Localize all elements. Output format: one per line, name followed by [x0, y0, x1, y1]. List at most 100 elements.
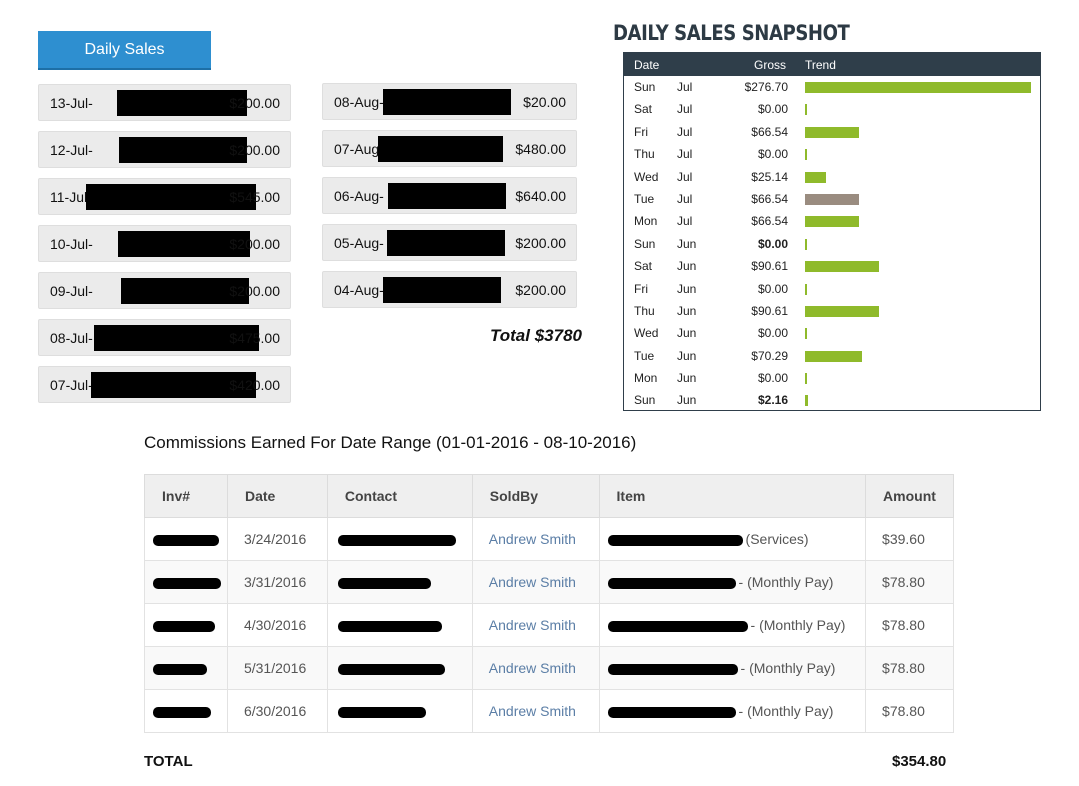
snapshot-day: Mon: [634, 214, 658, 229]
snapshot-day: Thu: [634, 147, 655, 162]
sale-amount: $200.00: [229, 95, 280, 111]
redaction-box: [337, 706, 426, 718]
cell-inv[interactable]: [144, 646, 228, 690]
cell-soldby[interactable]: Andrew Smith: [471, 603, 600, 647]
col-date[interactable]: Date: [226, 474, 328, 518]
trend-bar: [805, 171, 826, 183]
snapshot-month: Jun: [677, 393, 697, 408]
snapshot-month: Jun: [677, 259, 697, 274]
sale-row: 09-Jul- $200.00: [38, 272, 291, 309]
table-row: 3/31/2016 Andrew Smith - (Monthly Pay) $78.…: [144, 560, 954, 604]
soldby-link[interactable]: Andrew Smith: [488, 660, 576, 676]
sale-amount: $200.00: [515, 282, 566, 298]
redaction-box: [337, 534, 456, 546]
snapshot-gross: $0.00: [757, 102, 788, 117]
cell-inv[interactable]: [144, 517, 228, 561]
cell-inv[interactable]: [144, 603, 228, 647]
redaction-box: [387, 230, 505, 256]
col-item[interactable]: Item: [598, 474, 867, 518]
sale-date: 06-Aug-: [334, 188, 384, 204]
cell-amount: $78.80: [865, 646, 954, 690]
cell-inv[interactable]: [144, 560, 228, 604]
redaction-box: [607, 534, 743, 546]
item-text: - (Monthly Pay): [740, 660, 836, 676]
snapshot-header-gross: Gross: [754, 58, 787, 72]
cell-soldby[interactable]: Andrew Smith: [471, 560, 600, 604]
daily-sales-tab[interactable]: Daily Sales: [38, 31, 211, 70]
cell-contact[interactable]: [326, 603, 473, 647]
col-amount[interactable]: Amount: [865, 474, 954, 518]
snapshot-day: Sun: [634, 80, 656, 94]
cell-date: 3/24/2016: [226, 517, 328, 561]
redaction-box: [607, 663, 738, 675]
soldby-link[interactable]: Andrew Smith: [488, 531, 576, 547]
sale-row: 08-Aug- $20.00: [322, 83, 577, 120]
cell-date: 5/31/2016: [226, 646, 328, 690]
snapshot-gross: $276.70: [744, 80, 788, 94]
sale-row: 12-Jul- $200.00: [38, 131, 291, 168]
sale-amount: $200.00: [515, 235, 566, 251]
col-contact[interactable]: Contact: [326, 474, 473, 518]
soldby-link[interactable]: Andrew Smith: [488, 574, 576, 590]
commissions-total-label: TOTAL: [144, 753, 193, 770]
amount-text: $78.80: [882, 660, 925, 676]
soldby-link[interactable]: Andrew Smith: [488, 703, 576, 719]
snapshot-header: Date Gross Trend: [624, 53, 1040, 76]
sale-amount: $200.00: [229, 236, 280, 252]
redaction-box: [153, 620, 215, 632]
snapshot-row: Thu Jun $90.61: [624, 300, 1040, 322]
snapshot-body: Sun Jul $276.70 Sat Jul $0.00 Fri Jul $66.54 Thu J…: [624, 76, 1040, 412]
snapshot-row: Wed Jun $0.00: [624, 322, 1040, 344]
commissions-header-row: Inv# Date Contact SoldBy Item Amount: [144, 474, 954, 518]
sales-list-right: 08-Aug- $20.00 07-Aug- $480.00 06-Aug- $640.0…: [322, 83, 577, 318]
cell-soldby[interactable]: Andrew Smith: [471, 646, 600, 690]
snapshot-gross: $0.00: [757, 236, 788, 251]
snapshot-table: Date Gross Trend Sun Jul $276.70 Sat Jul $0.0…: [623, 52, 1041, 411]
trend-bar: [805, 395, 808, 407]
snapshot-month: Jun: [677, 236, 697, 251]
cell-contact[interactable]: [326, 646, 473, 690]
snapshot-gross: $0.00: [757, 281, 788, 296]
col-inv[interactable]: Inv#: [144, 474, 228, 518]
commissions-total-value: $354.80: [892, 753, 947, 770]
snapshot-month: Jul: [677, 102, 693, 117]
snapshot-day: Thu: [634, 303, 655, 318]
cell-contact[interactable]: [326, 689, 473, 733]
snapshot-month: Jul: [677, 147, 693, 162]
cell-item: - (Monthly Pay): [598, 603, 867, 647]
trend-bar: [805, 328, 807, 340]
sale-date: 07-Aug-: [334, 141, 384, 157]
col-soldby[interactable]: SoldBy: [471, 474, 600, 518]
table-row: 3/24/2016 Andrew Smith (Services) $39.60: [144, 517, 954, 561]
commissions-title: Commissions Earned For Date Range (01-01…: [144, 433, 637, 452]
cell-date: 4/30/2016: [226, 603, 328, 647]
item-text: (Services): [745, 531, 809, 547]
snapshot-row: Tue Jul $66.54: [624, 188, 1040, 210]
cell-contact[interactable]: [326, 560, 473, 604]
item-text: - (Monthly Pay): [738, 574, 834, 590]
trend-bar: [805, 126, 860, 138]
redaction-box: [388, 183, 506, 209]
snapshot-row: Sun Jun $2.16: [624, 389, 1040, 411]
trend-bar: [805, 238, 807, 250]
item-text: - (Monthly Pay): [738, 703, 834, 719]
date-text: 3/31/2016: [243, 574, 307, 590]
snapshot-row: Sun Jul $276.70: [624, 76, 1040, 98]
cell-soldby[interactable]: Andrew Smith: [471, 689, 600, 733]
redaction-box: [337, 663, 445, 675]
snapshot-month: Jul: [677, 80, 693, 94]
cell-item: - (Monthly Pay): [598, 646, 867, 690]
snapshot-row: Mon Jun $0.00: [624, 367, 1040, 389]
trend-bar: [805, 193, 860, 205]
snapshot-row: Tue Jun $70.29: [624, 345, 1040, 367]
cell-contact[interactable]: [326, 517, 473, 561]
snapshot-header-trend: Trend: [805, 58, 836, 72]
sale-date: 04-Aug-: [334, 282, 384, 298]
soldby-link[interactable]: Andrew Smith: [488, 617, 576, 633]
redaction-box: [607, 577, 736, 589]
snapshot-month: Jun: [677, 281, 697, 296]
redaction-box: [153, 577, 221, 589]
cell-inv[interactable]: [144, 689, 228, 733]
cell-soldby[interactable]: Andrew Smith: [471, 517, 600, 561]
sale-date: 10-Jul-: [50, 236, 93, 252]
